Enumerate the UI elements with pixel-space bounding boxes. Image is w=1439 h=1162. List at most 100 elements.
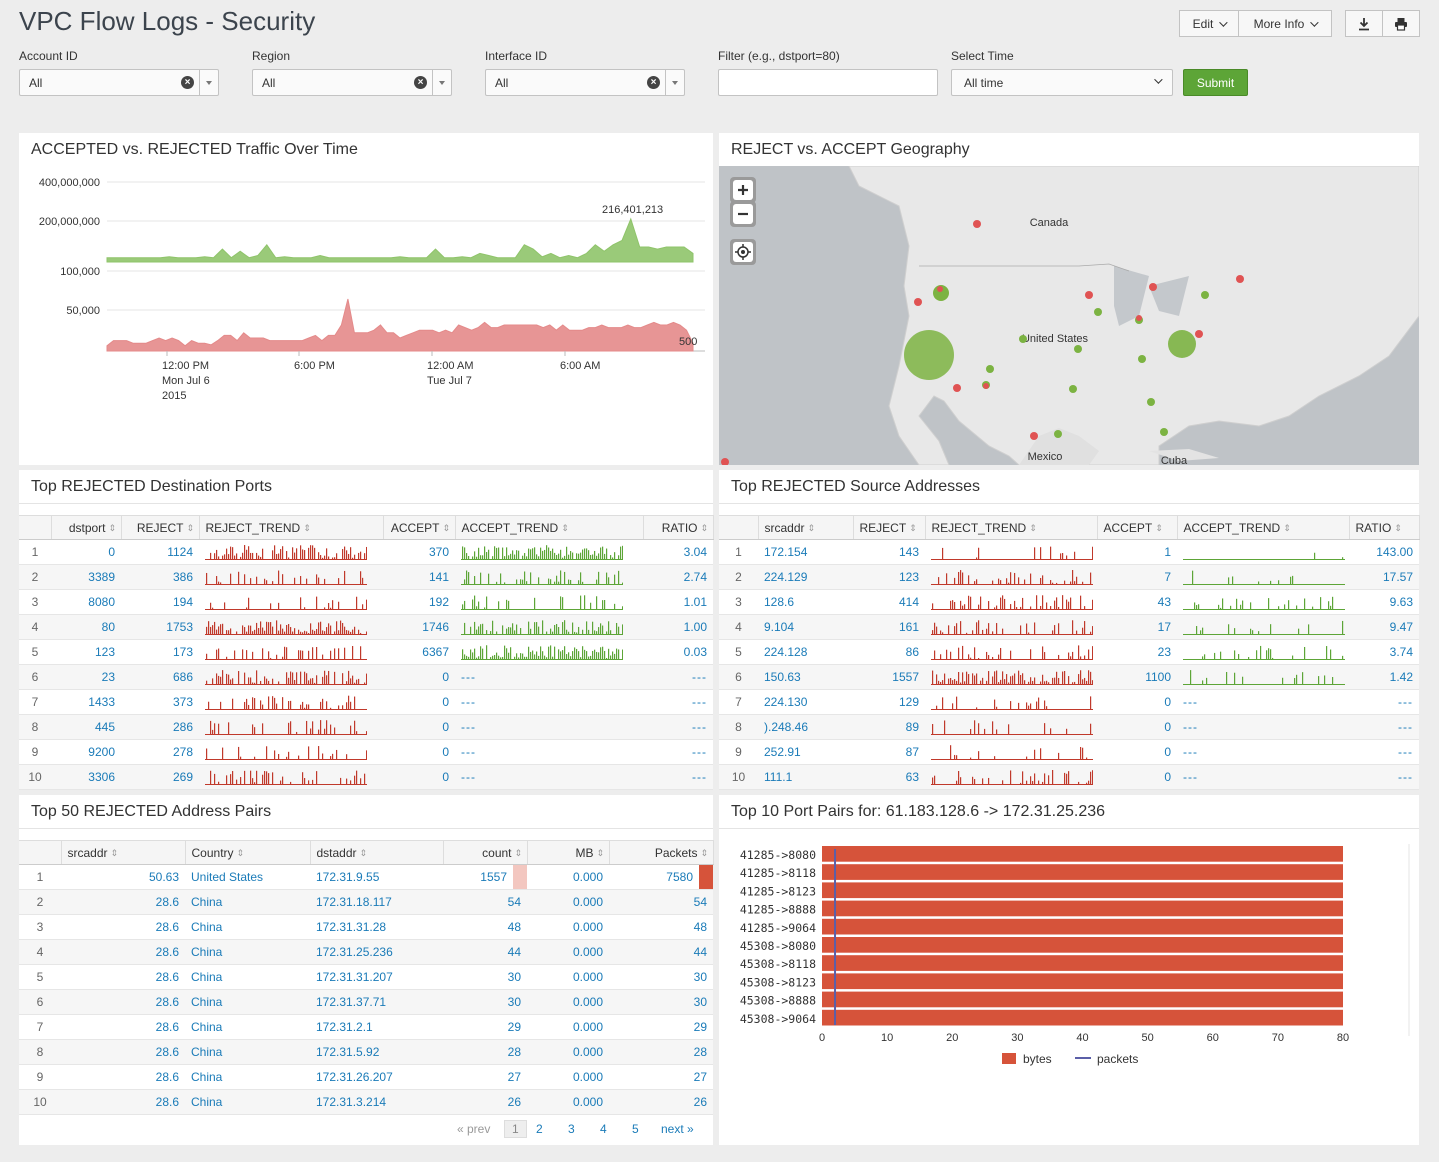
col-packets[interactable]: Packets ⇕ (609, 840, 714, 865)
srcaddr-cell[interactable]: 28.6 (61, 939, 185, 965)
accept-cell[interactable]: 23 (1097, 639, 1177, 665)
dstport-cell[interactable]: 445 (51, 714, 121, 740)
srcaddr-cell[interactable]: 172.154 (758, 539, 853, 565)
marker-accept[interactable] (1147, 398, 1155, 406)
srcaddr-cell[interactable]: 111.1 (758, 764, 853, 790)
mb-cell[interactable]: 0.000 (527, 1089, 609, 1115)
table-row[interactable]: 9 252.91 87 0 --- --- (719, 739, 1419, 765)
ratio-cell[interactable]: 143.00 (1349, 539, 1419, 565)
reject-cell[interactable]: 86 (853, 639, 925, 665)
country-cell[interactable]: China (185, 1064, 310, 1090)
accept-cell[interactable]: 1746 (383, 614, 455, 640)
reject-cell[interactable]: 286 (121, 714, 199, 740)
col-mb[interactable]: MB ⇕ (527, 840, 610, 865)
accept-cell[interactable]: 43 (1097, 589, 1177, 615)
country-cell[interactable]: China (185, 1014, 310, 1040)
packets-cell[interactable]: 48 (609, 914, 713, 940)
srcaddr-cell[interactable]: 252.91 (758, 739, 853, 765)
export-button[interactable] (1345, 10, 1383, 37)
accept-cell[interactable]: 1100 (1097, 664, 1177, 690)
col-reject[interactable]: REJECT ⇕ (121, 515, 200, 540)
col-srcaddr[interactable]: srcaddr ⇕ (758, 515, 854, 540)
srcaddr-cell[interactable]: 28.6 (61, 1039, 185, 1065)
time-select[interactable]: All time (951, 69, 1173, 96)
bytes-bar[interactable] (822, 918, 1343, 935)
accept-cell[interactable]: 6367 (383, 639, 455, 665)
ratio-cell[interactable]: 3.74 (1349, 639, 1419, 665)
marker-accept[interactable] (1138, 355, 1146, 363)
table-row[interactable]: 1 0 1124 370 3.04 (19, 539, 713, 565)
table-row[interactable]: 10 28.6 China 172.31.3.214 26 0.000 26 (19, 1089, 713, 1115)
pager-page-2[interactable]: 2 (536, 1122, 543, 1136)
accept-cell[interactable]: 0 (1097, 739, 1177, 765)
dstaddr-cell[interactable]: 172.31.26.207 (310, 1064, 443, 1090)
table-row[interactable]: 6 28.6 China 172.31.37.71 30 0.000 30 (19, 989, 713, 1015)
table-row[interactable]: 6 23 686 0 --- --- (19, 664, 713, 690)
col-ratio[interactable]: RATIO ⇕ (1349, 515, 1420, 540)
dstaddr-cell[interactable]: 172.31.9.55 (310, 864, 443, 890)
mb-cell[interactable]: 0.000 (527, 864, 609, 890)
table-row[interactable]: 7 224.130 129 0 --- --- (719, 689, 1419, 715)
reject-cell[interactable]: 269 (121, 764, 199, 790)
reject-cell[interactable]: 373 (121, 689, 199, 715)
srcaddr-cell[interactable]: 28.6 (61, 1064, 185, 1090)
table-row[interactable]: 5 28.6 China 172.31.31.207 30 0.000 30 (19, 964, 713, 990)
dstaddr-cell[interactable]: 172.31.5.92 (310, 1039, 443, 1065)
clear-icon[interactable]: × (181, 76, 194, 89)
reject-cell[interactable]: 1557 (853, 664, 925, 690)
col-reject-trend[interactable]: REJECT_TREND ⇕ (925, 515, 1098, 540)
count-cell[interactable]: 28 (443, 1039, 527, 1065)
srcaddr-cell[interactable]: 150.63 (758, 664, 853, 690)
dstaddr-cell[interactable]: 172.31.25.236 (310, 939, 443, 965)
caret-down-icon[interactable] (199, 70, 218, 95)
col-accept-trend[interactable]: ACCEPT_TREND ⇕ (455, 515, 644, 540)
table-row[interactable]: 5 123 173 6367 0.03 (19, 639, 713, 665)
count-cell[interactable]: 44 (443, 939, 527, 965)
reject-cell[interactable]: 173 (121, 639, 199, 665)
marker-reject[interactable] (1030, 432, 1038, 440)
locate-button[interactable] (730, 239, 756, 265)
srcaddr-cell[interactable]: 224.128 (758, 639, 853, 665)
srcaddr-cell[interactable]: 28.6 (61, 1089, 185, 1115)
pager-prev[interactable]: « prev (457, 1122, 491, 1136)
packets-cell[interactable]: 7580 (609, 864, 713, 890)
country-cell[interactable]: China (185, 889, 310, 915)
mb-cell[interactable]: 0.000 (527, 889, 609, 915)
filter-input[interactable] (718, 69, 938, 96)
marker-reject[interactable] (1136, 315, 1142, 321)
count-cell[interactable]: 54 (443, 889, 527, 915)
dstport-cell[interactable]: 123 (51, 639, 121, 665)
clear-icon[interactable]: × (647, 76, 660, 89)
region-select[interactable]: All × (252, 69, 452, 96)
mb-cell[interactable]: 0.000 (527, 1014, 609, 1040)
srcaddr-cell[interactable]: 28.6 (61, 964, 185, 990)
count-cell[interactable]: 30 (443, 989, 527, 1015)
pager-page-5[interactable]: 5 (632, 1122, 639, 1136)
more-info-button[interactable]: More Info (1238, 10, 1332, 37)
packets-cell[interactable]: 28 (609, 1039, 713, 1065)
table-row[interactable]: 4 28.6 China 172.31.25.236 44 0.000 44 (19, 939, 713, 965)
ratio-cell[interactable]: 1.00 (643, 614, 713, 640)
col-dstaddr[interactable]: dstaddr ⇕ (310, 840, 444, 865)
country-cell[interactable]: China (185, 1039, 310, 1065)
zoom-out-button[interactable] (730, 201, 756, 227)
col-reject-trend[interactable]: REJECT_TREND ⇕ (199, 515, 384, 540)
bytes-bar[interactable] (822, 955, 1343, 971)
mb-cell[interactable]: 0.000 (527, 914, 609, 940)
marker-reject[interactable] (983, 383, 989, 389)
country-cell[interactable]: China (185, 914, 310, 940)
reject-cell[interactable]: 194 (121, 589, 199, 615)
marker-accept[interactable] (1201, 291, 1209, 299)
accept-cell[interactable]: 370 (383, 539, 455, 565)
ratio-cell[interactable]: 1.01 (643, 589, 713, 615)
packets-cell[interactable]: 26 (609, 1089, 713, 1115)
reject-cell[interactable]: 123 (853, 564, 925, 590)
bytes-bar[interactable] (822, 973, 1343, 990)
table-row[interactable]: 2 3389 386 141 2.74 (19, 564, 713, 590)
interface-id-select[interactable]: All × (485, 69, 685, 96)
reject-cell[interactable]: 161 (853, 614, 925, 640)
count-cell[interactable]: 27 (443, 1064, 527, 1090)
accept-cell[interactable]: 0 (383, 764, 455, 790)
ratio-cell[interactable]: 9.63 (1349, 589, 1419, 615)
table-row[interactable]: 8 28.6 China 172.31.5.92 28 0.000 28 (19, 1039, 713, 1065)
